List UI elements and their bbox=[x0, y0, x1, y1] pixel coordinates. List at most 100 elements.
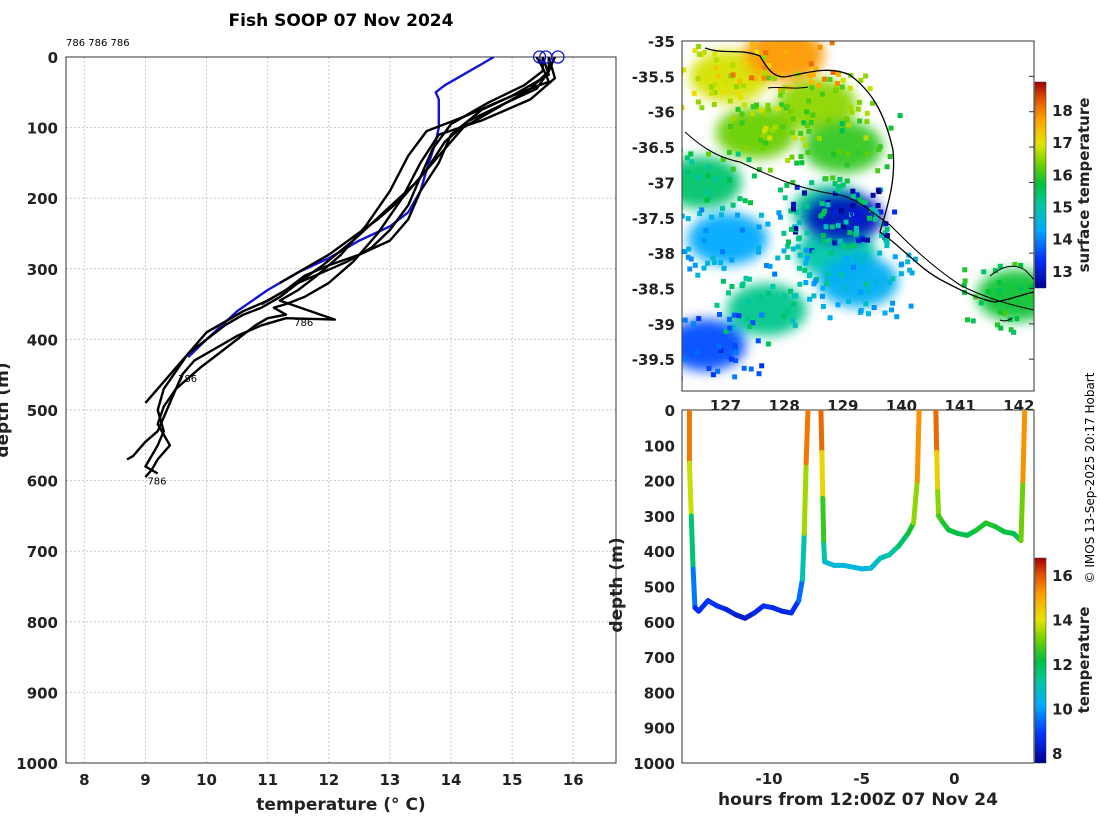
map-pixel bbox=[853, 231, 859, 237]
profile-y-tick-label: 1000 bbox=[16, 755, 58, 773]
map-pixel bbox=[839, 84, 845, 90]
profile-y-tick-label: 300 bbox=[27, 261, 58, 279]
map-pixel bbox=[899, 261, 905, 267]
map-pixel bbox=[732, 347, 738, 352]
section-y-tick-label: 900 bbox=[644, 720, 675, 738]
map-pixel bbox=[730, 116, 736, 122]
map-pixel bbox=[767, 167, 773, 173]
map-pixel bbox=[726, 354, 732, 359]
map-pixel bbox=[767, 135, 773, 141]
map-pixel-layer bbox=[665, 41, 1065, 381]
profile-line-profile-4 bbox=[144, 57, 550, 404]
map-pixel bbox=[894, 314, 900, 320]
map-pixel bbox=[737, 78, 743, 84]
map-pixel bbox=[840, 242, 846, 248]
map-pixel bbox=[808, 120, 814, 126]
map-pixel bbox=[758, 137, 764, 143]
map-pixel bbox=[820, 285, 826, 291]
map-pixel bbox=[786, 239, 791, 245]
map-pixel bbox=[788, 208, 794, 214]
map-pixel bbox=[835, 71, 841, 77]
map-pixel bbox=[808, 61, 814, 67]
map-y-tick-label: -38 bbox=[648, 245, 675, 263]
map-pixel bbox=[840, 77, 846, 83]
map-pixel bbox=[819, 91, 825, 97]
map-pixel bbox=[689, 159, 695, 165]
map-pixel bbox=[761, 55, 767, 61]
map-pixel bbox=[697, 211, 703, 217]
map-pixel bbox=[735, 106, 741, 112]
map-pixel bbox=[835, 81, 840, 86]
section-y-tick-label: 100 bbox=[644, 437, 675, 455]
map-pixel bbox=[830, 69, 836, 75]
map-pixel bbox=[779, 102, 785, 108]
map-pixel bbox=[997, 291, 1003, 297]
map-pixel bbox=[733, 349, 739, 355]
map-y-tick-label: -35 bbox=[648, 33, 675, 51]
map-pixel bbox=[739, 111, 745, 117]
section-x-tick-label: -5 bbox=[853, 770, 870, 788]
map-pixel bbox=[1049, 303, 1054, 308]
map-pixel bbox=[807, 296, 813, 302]
map-pixel bbox=[779, 73, 784, 79]
map-pixel bbox=[674, 164, 679, 169]
map-pixel bbox=[749, 75, 754, 81]
map-pixel bbox=[996, 288, 1002, 294]
map-pixel bbox=[744, 145, 750, 151]
map-pixel bbox=[907, 267, 913, 273]
map-pixel bbox=[746, 276, 752, 282]
map-pixel bbox=[993, 268, 998, 274]
map-pixel bbox=[995, 322, 1000, 328]
map-pixel bbox=[962, 278, 968, 284]
map-pixel bbox=[1060, 303, 1065, 308]
map-colorbar-tick-label: 18 bbox=[1052, 102, 1073, 120]
map-pixel bbox=[746, 118, 752, 124]
map-pixel bbox=[665, 335, 670, 340]
map-pixel bbox=[865, 151, 871, 157]
map-patch bbox=[802, 121, 883, 174]
map-pixel bbox=[727, 98, 733, 104]
map-pixel bbox=[748, 200, 753, 206]
map-pixel bbox=[820, 211, 826, 217]
map-pixel bbox=[877, 144, 883, 150]
map-pixel bbox=[750, 320, 756, 326]
map-pixel bbox=[799, 160, 805, 166]
map-pixel bbox=[730, 202, 736, 208]
map-pixel bbox=[860, 237, 866, 243]
map-pixel bbox=[722, 79, 728, 85]
section-cast-segment bbox=[911, 478, 920, 526]
section-y-tick-label: 600 bbox=[644, 614, 675, 632]
profile-line-profile-2 bbox=[144, 57, 550, 478]
map-pixel bbox=[882, 235, 888, 241]
map-pixel bbox=[770, 127, 775, 133]
map-patch bbox=[818, 255, 898, 308]
map-pixel bbox=[830, 175, 836, 181]
map-pixel bbox=[859, 259, 865, 265]
map-pixel bbox=[889, 307, 894, 313]
map-pixel bbox=[865, 237, 870, 243]
map-pixel bbox=[795, 244, 801, 250]
map-pixel bbox=[711, 259, 717, 265]
profile-chart: 786 786 786 8 9 10 11 12 13 14 15 16 0 100 200 300 400… bbox=[0, 49, 617, 815]
section-cast-segment bbox=[914, 410, 922, 484]
map-pixel bbox=[878, 209, 884, 215]
map-pixel bbox=[870, 192, 876, 198]
section-cast-segment bbox=[818, 410, 825, 455]
map-pixel bbox=[728, 124, 733, 129]
map-pixel bbox=[762, 128, 767, 134]
map-pixel bbox=[816, 135, 822, 141]
profile-x-tick-label: 9 bbox=[140, 771, 150, 789]
map-pixel bbox=[840, 223, 846, 229]
map-pixel bbox=[714, 302, 720, 308]
section-cast-segment bbox=[688, 513, 696, 572]
map-pixel bbox=[730, 72, 736, 78]
map-pixel bbox=[837, 176, 843, 182]
map-pixel bbox=[739, 120, 745, 126]
map-pixel bbox=[719, 212, 724, 218]
map-pixel bbox=[720, 249, 725, 255]
map-pixel bbox=[825, 271, 831, 277]
map-pixel bbox=[871, 305, 877, 310]
map-pixel bbox=[735, 212, 740, 218]
map-pixel bbox=[696, 51, 702, 57]
map-pixel bbox=[909, 270, 915, 276]
